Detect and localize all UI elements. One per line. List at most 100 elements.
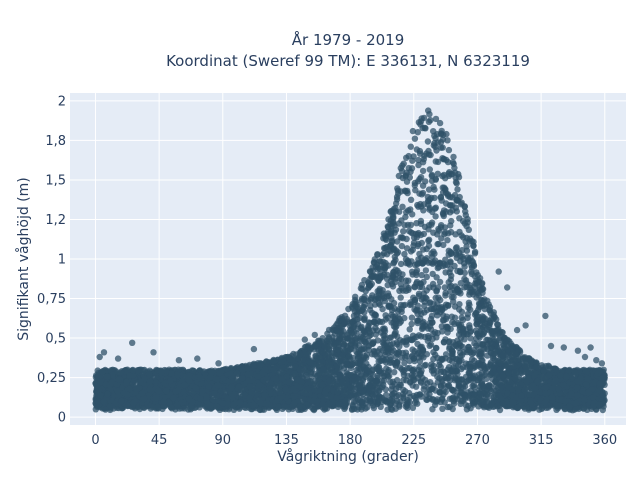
data-point: [457, 400, 464, 407]
data-point: [416, 391, 423, 398]
data-point: [436, 119, 444, 127]
data-point: [415, 256, 422, 263]
data-point: [387, 230, 395, 237]
data-point: [426, 166, 433, 173]
data-point: [383, 399, 391, 406]
data-point: [443, 130, 450, 138]
data-point: [401, 359, 408, 367]
data-point: [437, 383, 445, 390]
data-point: [349, 361, 356, 368]
data-point: [340, 341, 348, 348]
data-point: [468, 264, 476, 271]
data-point: [398, 167, 406, 175]
data-point: [374, 251, 381, 259]
data-point: [410, 153, 417, 160]
data-point: [372, 331, 379, 338]
data-point: [397, 381, 404, 389]
data-point: [400, 377, 407, 384]
data-point: [465, 299, 473, 306]
data-point: [468, 270, 475, 278]
data-point: [395, 172, 403, 180]
data-point: [441, 284, 448, 291]
data-point: [440, 212, 447, 220]
data-point: [436, 361, 443, 369]
data-point: [407, 143, 414, 150]
data-point: [428, 194, 435, 202]
data-point: [418, 343, 425, 350]
data-point: [372, 324, 379, 331]
data-point: [465, 304, 472, 312]
data-point: [445, 146, 453, 154]
data-point: [425, 237, 432, 244]
data-point: [432, 115, 440, 123]
data-point: [382, 316, 389, 323]
data-point: [432, 158, 439, 165]
data-point: [439, 136, 447, 143]
data-point: [398, 242, 406, 250]
data-point: [434, 170, 441, 177]
data-point: [382, 235, 389, 242]
data-point: [442, 175, 449, 182]
data-point: [442, 292, 449, 299]
data-point: [427, 341, 435, 348]
data-point: [401, 250, 408, 258]
data-point: [428, 219, 436, 226]
data-point: [402, 213, 409, 221]
data-point: [408, 320, 415, 328]
data-point: [366, 319, 374, 327]
data-point: [333, 363, 340, 370]
data-point: [449, 319, 456, 326]
data-point: [424, 138, 432, 145]
data-point: [312, 352, 319, 359]
data-point: [454, 186, 461, 193]
data-point: [407, 206, 414, 213]
data-point: [446, 269, 453, 276]
data-point: [321, 406, 328, 413]
data-point: [415, 161, 422, 169]
data-point: [397, 260, 405, 268]
data-point: [454, 370, 461, 378]
data-point: [420, 201, 428, 208]
data-point: [317, 359, 324, 366]
data-point: [461, 275, 468, 283]
data-point: [380, 377, 388, 384]
data-point: [467, 335, 474, 342]
data-point: [433, 147, 440, 154]
data-point: [387, 208, 394, 215]
data-point: [429, 253, 436, 260]
chart-title-line1: År 1979 - 2019: [292, 30, 405, 49]
data-point: [429, 406, 436, 413]
data-point: [403, 245, 411, 252]
data-point: [408, 314, 416, 321]
data-point: [436, 278, 444, 286]
data-point: [394, 187, 402, 194]
data-point: [440, 207, 448, 214]
data-point: [400, 228, 407, 235]
data-point: [442, 256, 449, 263]
data-point: [377, 274, 384, 282]
data-point: [434, 329, 441, 337]
data-point: [414, 129, 421, 136]
data-point: [448, 350, 456, 358]
data-point: [381, 297, 389, 305]
data-point: [394, 267, 401, 274]
data-point: [470, 382, 478, 389]
data-point: [384, 223, 391, 230]
data-point: [416, 147, 424, 155]
data-point: [432, 294, 439, 302]
data-point: [441, 262, 449, 269]
data-point: [437, 130, 445, 138]
data-point: [475, 344, 482, 352]
data-point: [406, 174, 413, 181]
data-point: [463, 243, 470, 250]
data-point: [415, 290, 423, 297]
chart-title-line2: Koordinat (Sweref 99 TM): E 336131, N 63…: [166, 52, 530, 70]
data-point: [433, 287, 440, 294]
data-point: [420, 246, 427, 253]
data-point: [388, 405, 395, 412]
data-point: [365, 280, 372, 287]
data-point: [380, 250, 388, 257]
data-point: [451, 262, 458, 270]
data-point: [448, 395, 456, 402]
